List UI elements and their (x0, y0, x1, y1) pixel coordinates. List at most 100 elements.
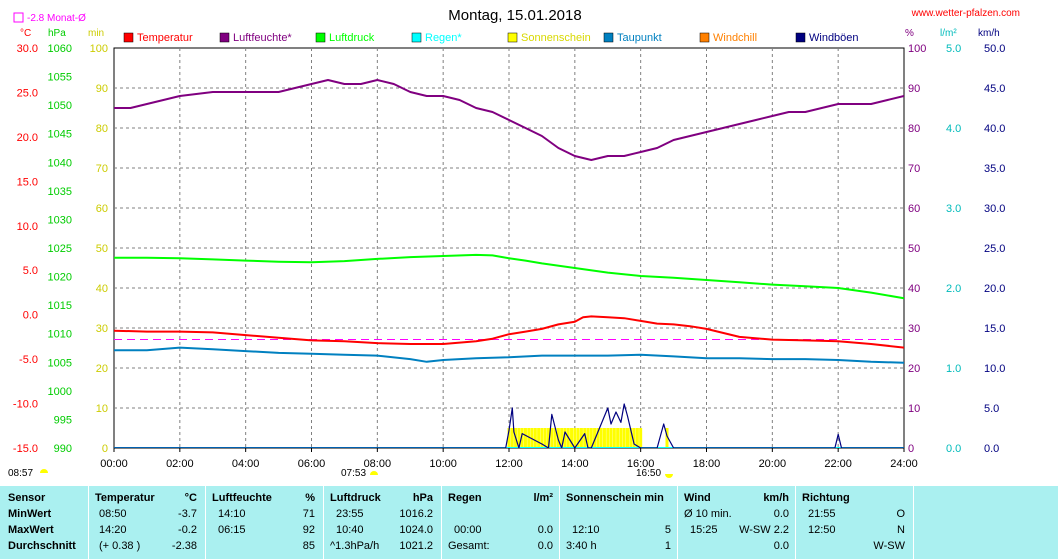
stats-rain: Regen l/m² 00:00 0.0 Gesamt: 0.0 (442, 486, 560, 559)
stats-humidity-max-time: 06:15 (218, 524, 246, 536)
tick-label-sunshine: 10 (96, 403, 108, 415)
sunshine-bar (586, 428, 590, 448)
stats-temp-unit: °C (184, 492, 197, 504)
tick-label-sunshine: 90 (96, 83, 108, 95)
tick-label-pressure: 1055 (48, 72, 72, 84)
tick-label-wind: 45.0 (984, 83, 1005, 95)
sunset-time: 16:50 (636, 468, 661, 479)
grid (114, 48, 904, 448)
stats-humidity-head: Luftfeuchte (212, 492, 272, 504)
tick-label-sunshine: 100 (90, 43, 108, 55)
x-tick-label: 08:00 (364, 458, 392, 470)
x-tick-label: 02:00 (166, 458, 194, 470)
stats-pressure-avg-value: 1021.2 (399, 540, 433, 552)
stats-direction-min-time: 21:55 (808, 508, 836, 520)
tick-label-wind: 40.0 (984, 123, 1005, 135)
stats-table: Sensor MinWert MaxWert Durchschnitt Temp… (0, 486, 1058, 559)
legend-swatch (411, 32, 422, 43)
tick-label-percent: 70 (908, 163, 920, 175)
stats-temp-max-time: 14:20 (99, 524, 127, 536)
sunshine-bar (589, 428, 593, 448)
sunshine-bar (563, 428, 567, 448)
stats-direction-avg-value: W-SW (873, 540, 905, 552)
legend-swatch (123, 32, 134, 43)
sunshine-bar (560, 428, 564, 448)
stats-sensor-head: Sensor (8, 492, 46, 504)
x-tick-label: 18:00 (693, 458, 721, 470)
tick-label-temp: 5.0 (23, 265, 38, 277)
sunshine-bar (537, 428, 541, 448)
tick-label-temp: 15.0 (17, 176, 38, 188)
stats-direction-max-value: N (897, 524, 905, 536)
tick-label-temp: 0.0 (23, 310, 38, 322)
website-link[interactable]: www.wetter-pfalzen.com (911, 8, 1020, 19)
tick-label-pressure: 1040 (48, 157, 72, 169)
stats-pressure-trend: ^1.3hPa/h (330, 540, 380, 552)
stats-humidity-unit: % (305, 492, 315, 504)
unit-sunshine: min (88, 28, 104, 39)
stats-sun-avg-value: 1 (664, 540, 671, 552)
tick-label-temp: -15.0 (13, 443, 38, 455)
sunshine-bar (629, 428, 633, 448)
tick-label-pressure: 1045 (48, 129, 72, 141)
sunshine-bar (593, 428, 597, 448)
legend-item: Sonnenschein (521, 32, 591, 44)
stats-rain-max-value: 0.0 (537, 524, 553, 536)
stats-pressure-max-value: 1024.0 (399, 524, 433, 536)
stats-sun-total: 3:40 h (566, 540, 597, 552)
legend-item: Luftdruck (329, 32, 375, 44)
stats-rain-head: Regen (448, 492, 482, 504)
legend-swatch (603, 32, 614, 43)
stats-sensor: Sensor MinWert MaxWert Durchschnitt (0, 486, 89, 559)
legend-item: Luftfeuchte* (233, 32, 292, 44)
sunshine-bar (520, 428, 524, 448)
axes: 30.0 25.0 20.0 15.0 10.0 5.0 0.0 -5.0 -10.0 -15.0… (13, 43, 1006, 470)
month-avg-icon (13, 12, 24, 23)
tick-label-percent: 0 (908, 443, 914, 455)
stats-wind-head: Wind (684, 492, 711, 504)
tick-label-temp: 20.0 (17, 132, 38, 144)
tick-label-percent: 80 (908, 123, 920, 135)
stats-humidity-avg-value: 85 (302, 540, 315, 552)
stats-wind-unit: km/h (763, 492, 789, 504)
tick-label-pressure: 1060 (48, 43, 72, 55)
tick-label-percent: 60 (908, 203, 920, 215)
stats-rain-max-time: 00:00 (454, 524, 482, 536)
stats-temp-max-value: -0.2 (178, 524, 197, 536)
x-tick-label: 10:00 (429, 458, 457, 470)
stats-sun-max-value: 5 (664, 524, 671, 536)
sunshine-bar (517, 428, 521, 448)
sunshine-bar (635, 428, 639, 448)
tick-label-sunshine: 50 (96, 243, 108, 255)
unit-rain: l/m² (940, 28, 957, 39)
moon-marker: 08:57 (8, 468, 48, 479)
tick-label-rain: 1.0 (946, 363, 961, 375)
stats-wind-max-time: 15:25 (690, 524, 718, 536)
sunshine-bar (626, 428, 629, 448)
stats-sun-head: Sonnenschein min (566, 492, 664, 504)
sunshine-bar (612, 428, 616, 448)
sunrise-icon (370, 471, 378, 475)
sunset-marker: 16:50 (636, 468, 673, 479)
sunshine-bar (507, 428, 511, 448)
stats-row-min-label: MinWert (8, 508, 52, 520)
weather-chart: 30.0 25.0 20.0 15.0 10.0 5.0 0.0 -5.0 -10.0 -15.0… (8, 7, 1020, 479)
x-tick-label: 22:00 (824, 458, 852, 470)
tick-label-pressure: 1050 (48, 100, 72, 112)
legend-swatch (219, 32, 230, 43)
legend-swatch (795, 32, 806, 43)
series-temperatur-line (114, 315, 904, 349)
sunshine-bar (510, 428, 514, 448)
x-tick-label: 12:00 (495, 458, 523, 470)
tick-label-sunshine: 20 (96, 363, 108, 375)
tick-label-sunshine: 70 (96, 163, 108, 175)
stats-pressure-unit: hPa (412, 492, 433, 504)
tick-label-percent: 30 (908, 323, 920, 335)
stats-direction-head: Richtung (802, 492, 850, 504)
moon-icon (40, 469, 48, 473)
unit-temp: °C (20, 28, 31, 39)
stats-rain-total-label: Gesamt: (448, 540, 490, 552)
legend-item: Windböen (809, 32, 859, 44)
tick-label-temp: 10.0 (17, 221, 38, 233)
sunshine-bar (530, 428, 534, 448)
